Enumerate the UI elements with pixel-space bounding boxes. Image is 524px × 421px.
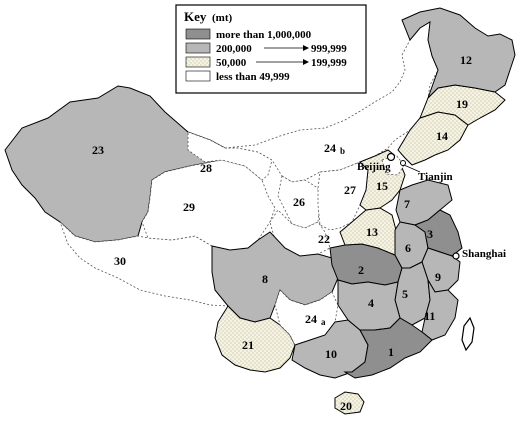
region-label-14: 14: [436, 129, 448, 143]
city-shanghai: Shanghai: [452, 248, 506, 260]
region-label-7: 7: [404, 197, 410, 211]
region-label-29: 29: [183, 200, 195, 214]
region-label-9: 9: [435, 270, 441, 284]
city-shanghai-marker: [452, 252, 460, 260]
city-tianjin-label: Tianjin: [418, 171, 453, 183]
region-label-24a: 24 a: [305, 312, 326, 327]
legend-label-high: more than 1,000,000: [216, 29, 312, 41]
city-markers: Beijing Tianjin Shanghai: [357, 152, 506, 260]
region-label-21: 21: [242, 338, 254, 352]
region-label-24a-suffix: a: [321, 317, 326, 327]
legend: Key (mt) more than 1,000,000 200,000 999…: [175, 4, 367, 94]
city-beijing-label: Beijing: [357, 161, 391, 173]
region-label-26: 26: [293, 195, 305, 209]
region-label-4: 4: [368, 296, 374, 310]
region-label-28: 28: [200, 161, 212, 175]
region-label-24b: 24 b: [324, 141, 345, 156]
city-shanghai-label: Shanghai: [462, 248, 506, 260]
region-label-24a-number: 24: [305, 312, 317, 326]
legend-swatch-low: [185, 56, 211, 68]
city-tianjin-leader: [403, 164, 421, 173]
city-beijing-marker: [386, 152, 396, 162]
legend-label-low-to: 199,999: [311, 57, 347, 69]
region-label-6: 6: [405, 241, 411, 255]
legend-unit: (mt): [212, 12, 232, 24]
region-label-22: 22: [318, 232, 330, 246]
region-3-shape: [413, 209, 463, 257]
region-1-shape: [343, 317, 433, 379]
city-tianjin: Tianjin: [400, 160, 453, 183]
legend-swatch-none: [185, 70, 211, 82]
region-label-12: 12: [460, 53, 472, 67]
legend-label-low-from: 50,000: [216, 57, 247, 69]
region-label-24b-number: 24: [324, 141, 336, 155]
legend-label-none: less than 49,999: [216, 71, 290, 83]
region-label-20: 20: [340, 399, 352, 413]
city-tianjin-marker: [400, 160, 406, 166]
region-12-shape: [401, 7, 516, 99]
region-label-3: 3: [427, 227, 433, 241]
region-20-shape: [334, 391, 365, 415]
region-label-15: 15: [376, 179, 388, 193]
region-21-shape: [214, 305, 296, 373]
region-label-8: 8: [262, 272, 268, 286]
legend-swatch-high: [185, 28, 211, 40]
region-label-11: 11: [424, 309, 435, 323]
region-label-24b-suffix: b: [340, 146, 345, 156]
region-26-shape: [277, 175, 321, 229]
region-24a-shape: [274, 289, 339, 346]
region-labels: 1 2 3 4 5 6 7 8 9 10 11 12 13 14 15 19 2…: [92, 53, 472, 413]
legend-arrowhead-low: [303, 59, 309, 65]
legend-title: Key: [184, 9, 207, 24]
provinces-layer: [4, 7, 516, 415]
region-label-10: 10: [325, 347, 337, 361]
region-label-23: 23: [92, 143, 104, 157]
region-label-5: 5: [402, 287, 408, 301]
region-label-13: 13: [366, 225, 378, 239]
region-label-1: 1: [388, 345, 394, 359]
legend-label-medium-from: 200,000: [216, 43, 252, 55]
region-label-19: 19: [456, 97, 468, 111]
region-label-2: 2: [358, 263, 364, 277]
legend-arrowhead-medium: [303, 45, 309, 51]
legend-label-medium-to: 999,999: [311, 43, 347, 55]
region-label-30: 30: [114, 254, 126, 268]
region-label-27: 27: [344, 183, 356, 197]
taiwan-shape: [461, 316, 475, 352]
legend-swatch-medium: [185, 42, 211, 54]
city-beijing: Beijing: [357, 152, 396, 173]
